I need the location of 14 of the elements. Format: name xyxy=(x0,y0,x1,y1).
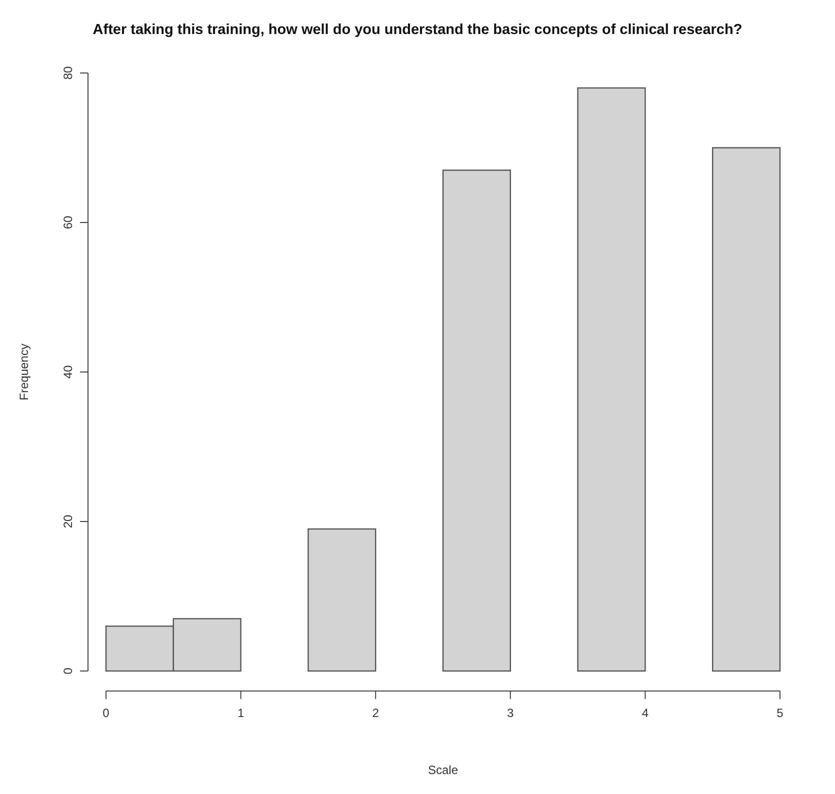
x-tick-label: 3 xyxy=(507,706,514,720)
y-tick-label: 80 xyxy=(61,66,75,80)
y-axis-title: Frequency xyxy=(17,344,31,400)
y-tick-label: 20 xyxy=(61,514,75,528)
x-tick-label: 0 xyxy=(102,706,110,720)
chart-title: After taking this training, how well do you understand the basic concepts of clinical research? xyxy=(92,22,742,38)
x-tick-label: 4 xyxy=(642,706,649,720)
x-tick-label: 1 xyxy=(237,706,244,720)
x-tick-label: 5 xyxy=(776,706,784,720)
y-tick-label: 0 xyxy=(61,667,75,674)
y-tick-label: 60 xyxy=(61,216,75,230)
x-axis-title: Scale xyxy=(428,763,458,777)
y-tick-label: 40 xyxy=(61,365,75,379)
x-tick-label: 2 xyxy=(372,706,380,720)
